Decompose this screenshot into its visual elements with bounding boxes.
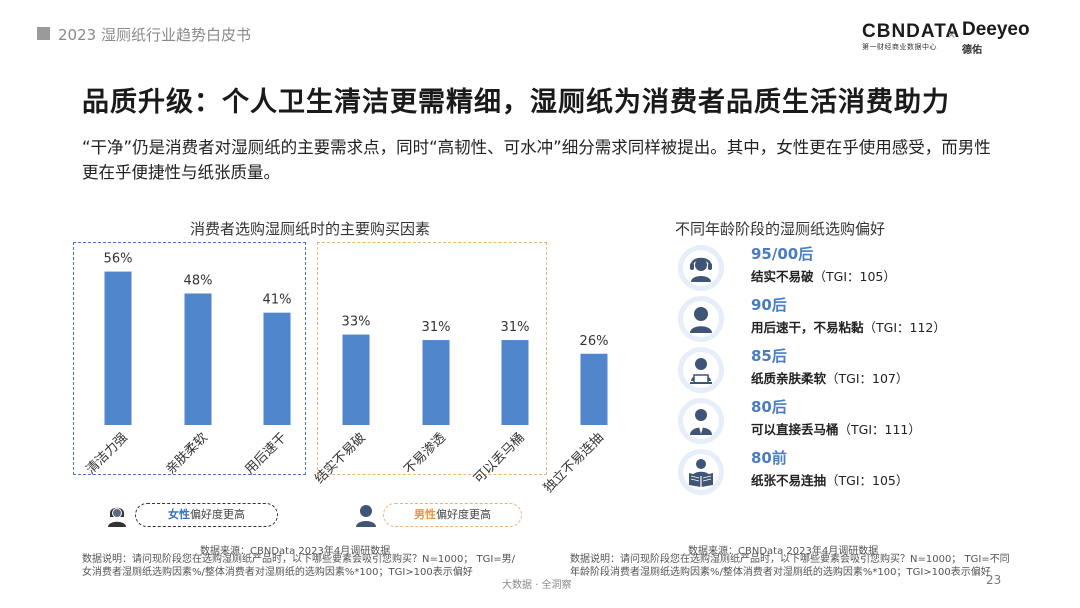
person-laptop-icon	[690, 358, 712, 384]
bar-独立不易连抽	[580, 353, 608, 425]
right-data-note: 数据说明：请问现阶段您在选购湿厕纸产品时，以下哪些要素会吸引您购买？N=1000…	[570, 554, 1010, 578]
deeyeo-logo-subtitle: 德佑	[962, 45, 982, 56]
age-item: 85后 纸质亲肤柔软（TGI：107）	[678, 347, 1008, 393]
page-number: 23	[986, 573, 1002, 587]
bar-亲肤柔软	[184, 293, 212, 425]
cbndata-logo-subtitle: 第一财经商业数据中心	[862, 43, 937, 51]
person-reading-icon	[689, 459, 713, 487]
bar-value-label: 41%	[263, 293, 292, 308]
age-group-label: 80后	[751, 398, 787, 416]
age-group-label: 80前	[751, 449, 787, 467]
bar-可以丢马桶	[501, 340, 529, 425]
male-legend-text: 偏好度更高	[436, 508, 491, 521]
age-icon-circle	[678, 449, 724, 495]
male-legend-highlight: 男性	[414, 508, 436, 521]
category-label: 用后速干	[242, 430, 289, 477]
bar-清洁力强	[104, 271, 132, 425]
age-need: 纸质亲肤柔软（TGI：107）	[751, 371, 909, 386]
female-legend-text: 偏好度更高	[190, 508, 245, 521]
male-legend: 男性偏好度更高	[383, 503, 522, 527]
bar-不易渗透	[422, 340, 450, 425]
category-label: 可以丢马桶	[471, 430, 528, 487]
bar-value-label: 33%	[342, 315, 371, 330]
age-group-label: 95/00后	[751, 245, 814, 263]
age-group-label: 90后	[751, 296, 787, 314]
male-icon	[356, 505, 376, 527]
male-group-box	[317, 242, 547, 475]
bar-结实不易破	[342, 334, 370, 425]
age-need: 结实不易破（TGI：105）	[751, 269, 896, 284]
category-label: 亲肤柔软	[163, 430, 210, 477]
age-item: 95/00后 结实不易破（TGI：105）	[678, 245, 1008, 291]
person-icon	[690, 307, 712, 333]
bar-value-label: 48%	[184, 273, 213, 288]
deeyeo-logo: Deeyeo	[962, 19, 1030, 40]
cbndata-logo: CBNDATA	[862, 21, 961, 42]
right-data-source: 数据来源：CBNData 2023年4月调研数据	[688, 546, 879, 557]
header-marker	[37, 27, 50, 40]
category-label: 结实不易破	[312, 430, 369, 487]
female-legend-highlight: 女性	[168, 508, 190, 521]
age-icon-circle	[678, 398, 724, 444]
footer-slogan: 大数据 · 全洞察	[502, 580, 572, 591]
category-label: 独立不易连抽	[540, 430, 606, 496]
age-need: 用后速干，不易粘黏（TGI：112）	[751, 320, 946, 335]
age-need: 纸张不易连抽（TGI：105）	[751, 473, 909, 488]
age-need: 可以直接丢马桶（TGI：111）	[751, 422, 921, 437]
category-label: 清洁力强	[83, 430, 130, 477]
female-icon	[108, 507, 126, 527]
age-item: 80后 可以直接丢马桶（TGI：111）	[678, 398, 1008, 444]
age-group-label: 85后	[751, 347, 787, 365]
chart-title: 消费者选购湿厕纸时的主要购买因素	[190, 220, 431, 238]
age-icon-circle	[678, 347, 724, 393]
female-legend: 女性偏好度更高	[135, 503, 278, 527]
category-label: 不易渗透	[401, 430, 448, 477]
page-title: 品质升级：个人卫生清洁更需精细，湿厕纸为消费者品质生活消费助力	[82, 87, 950, 118]
left-data-source: 数据来源：CBNData 2023年4月调研数据	[200, 546, 391, 557]
age-pref-title: 不同年龄阶段的湿厕纸选购偏好	[675, 220, 886, 238]
bar-用后速干	[263, 312, 291, 425]
headset-person-icon	[690, 257, 712, 282]
age-item: 90后 用后速干，不易粘黏（TGI：112）	[678, 296, 1008, 342]
person-tie-icon	[690, 409, 712, 435]
report-title: 2023 湿厕纸行业趋势白皮书	[58, 26, 251, 44]
bar-value-label: 56%	[104, 252, 133, 267]
logo-separator: ×	[947, 28, 957, 41]
left-data-note: 数据说明：请问现阶段您在选购湿厕纸产品时，以下哪些要素会吸引您购买？N=1000…	[82, 554, 516, 578]
bar-value-label: 31%	[501, 320, 530, 335]
age-icon-circle	[678, 245, 724, 291]
bar-value-label: 26%	[580, 334, 609, 349]
age-icon-circle	[678, 296, 724, 342]
age-item: 80前 纸张不易连抽（TGI：105）	[678, 449, 1008, 495]
bar-value-label: 31%	[422, 320, 451, 335]
female-group-box	[73, 242, 306, 475]
intro-paragraph: “干净”仍是消费者对湿厕纸的主要需求点，同时“高韧性、可水冲”细分需求同样被提出…	[82, 138, 991, 182]
